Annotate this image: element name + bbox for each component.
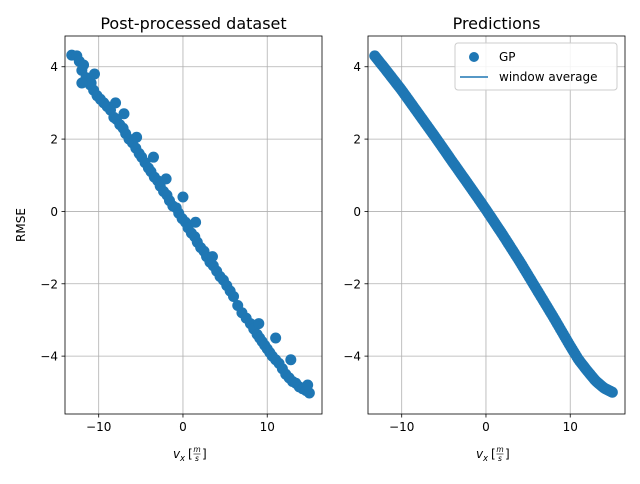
x-label-bracket-open-right: [ xyxy=(491,447,496,461)
y-tick-label: 2 xyxy=(353,133,361,147)
y-axis-label-left: RMSE xyxy=(14,208,28,242)
x-label-sub-right: x xyxy=(482,454,489,464)
data-point xyxy=(190,216,202,228)
y-tick-label: −4 xyxy=(40,350,58,364)
ticks-right: −10 0 10 −4 −2 0 2 4 xyxy=(343,60,578,434)
data-points-left xyxy=(66,49,315,399)
data-point xyxy=(85,77,97,89)
x-label-unit-den-right: s xyxy=(498,454,502,463)
x-label-bracket-close-left: ] xyxy=(202,447,207,461)
axes-frame-left xyxy=(64,35,323,415)
legend-label-window-average: window average xyxy=(499,70,597,84)
ticks-left: −10 0 10 −4 −2 0 2 4 xyxy=(40,60,275,434)
x-label-sub-left: x xyxy=(179,454,186,464)
legend-box xyxy=(454,42,618,91)
x-tick-label: 10 xyxy=(260,420,275,434)
y-tick-label: 4 xyxy=(50,60,58,74)
x-label-var-left: v xyxy=(173,447,181,461)
y-tick-label: 2 xyxy=(50,133,58,147)
data-point xyxy=(131,131,143,143)
y-tick-label: 0 xyxy=(50,205,58,219)
y-tick-label: 4 xyxy=(353,60,361,74)
y-tick-label: −2 xyxy=(343,277,361,291)
data-point xyxy=(177,191,189,203)
data-point xyxy=(302,379,314,391)
data-point xyxy=(253,318,265,330)
x-tick-label: −10 xyxy=(389,420,414,434)
data-point xyxy=(206,251,218,263)
panel-post-processed: −10 0 10 −4 −2 0 2 4 Post-processed dataset RMS… xyxy=(14,14,323,464)
x-axis-label-right: v x [ m s ] xyxy=(476,445,510,464)
x-tick-label: −10 xyxy=(86,420,111,434)
x-tick-label: 0 xyxy=(179,420,187,434)
x-label-bracket-open-left: [ xyxy=(188,447,193,461)
data-point xyxy=(147,151,159,163)
title-right: Predictions xyxy=(453,14,541,33)
data-point xyxy=(76,77,88,89)
data-point xyxy=(110,97,122,109)
x-label-unit-num-left: m xyxy=(193,445,200,454)
data-point xyxy=(160,173,172,185)
x-label-var-right: v xyxy=(476,447,484,461)
legend: GP window average xyxy=(454,42,618,91)
data-point xyxy=(228,290,240,302)
legend-label-gp: GP xyxy=(499,50,516,64)
x-axis-label-left: v x [ m s ] xyxy=(173,445,207,464)
data-point xyxy=(78,59,90,71)
x-label-unit-num-right: m xyxy=(496,445,503,454)
panel-predictions: −10 0 10 −4 −2 0 2 4 Predictions v x [ m s ] GP… xyxy=(343,14,626,464)
axes-frame-right xyxy=(367,35,626,415)
data-point xyxy=(88,68,100,80)
y-tick-label: 0 xyxy=(353,205,361,219)
data-point xyxy=(285,354,297,366)
data-point xyxy=(270,332,282,344)
y-tick-label: −4 xyxy=(343,350,361,364)
legend-marker-gp xyxy=(469,52,479,62)
x-label-bracket-close-right: ] xyxy=(505,447,510,461)
y-tick-label: −2 xyxy=(40,277,58,291)
x-tick-label: 10 xyxy=(563,420,578,434)
window-average-line xyxy=(374,55,613,393)
data-point xyxy=(118,108,130,120)
x-tick-label: 0 xyxy=(482,420,490,434)
title-left: Post-processed dataset xyxy=(100,14,286,33)
x-label-unit-den-left: s xyxy=(195,454,199,463)
data-curve-right xyxy=(369,50,618,398)
